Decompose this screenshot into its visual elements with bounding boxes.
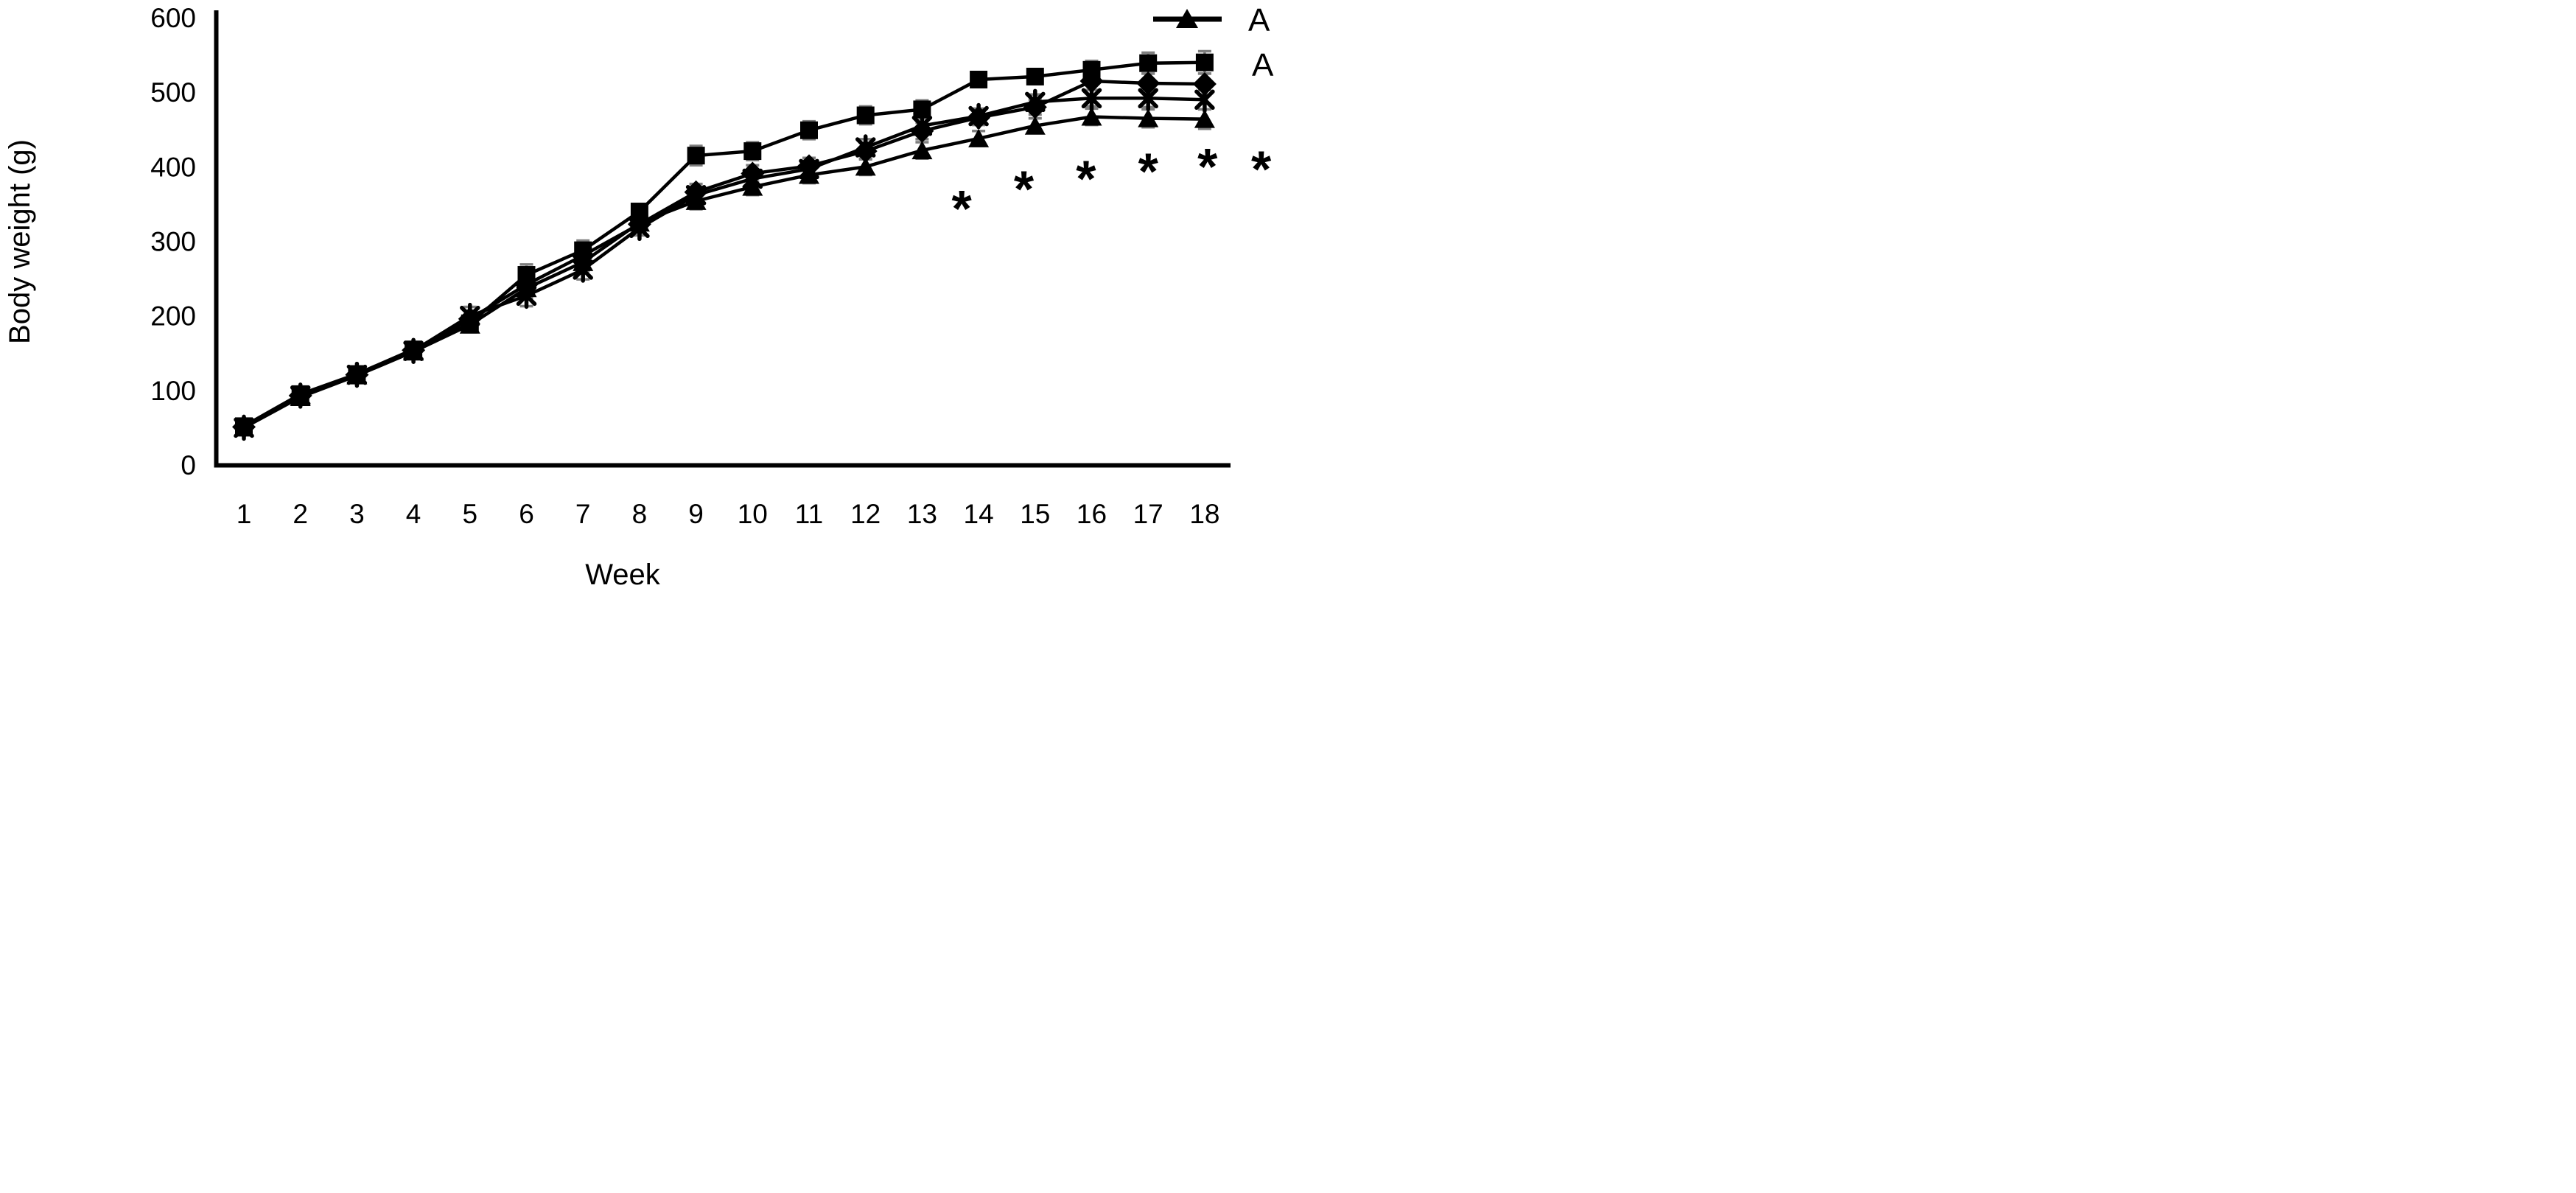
significance-asterisk-4: * xyxy=(1138,142,1159,200)
significance-asterisk-1: * xyxy=(951,180,972,237)
square-marker xyxy=(800,121,818,139)
square-marker xyxy=(913,100,931,119)
square-marker xyxy=(970,70,988,88)
square-marker xyxy=(856,106,875,125)
x-tick-label-5: 5 xyxy=(463,499,478,529)
diamond-marker xyxy=(684,180,708,204)
square-marker xyxy=(405,340,423,359)
y-tick-label-300: 300 xyxy=(150,226,196,256)
x-tick-label-15: 15 xyxy=(1020,499,1050,529)
diamond-marker xyxy=(797,154,821,178)
diamond-marker xyxy=(1192,72,1217,97)
square-marker xyxy=(1026,67,1044,85)
x-asterisk-series-line xyxy=(242,97,1205,430)
square-marker xyxy=(235,417,253,435)
y-tick-label-500: 500 xyxy=(150,77,196,108)
x-tick-label-16: 16 xyxy=(1077,499,1107,529)
x-tick-label-7: 7 xyxy=(575,499,591,529)
x-tick-label-13: 13 xyxy=(907,499,937,529)
square-marker xyxy=(1195,53,1214,71)
triangle-series-line xyxy=(242,115,1205,430)
triangle-marker xyxy=(1194,109,1215,128)
legend-item-1-label: A xyxy=(1248,2,1270,38)
y-tick-label-0: 0 xyxy=(181,450,196,480)
square-marker xyxy=(1082,60,1101,79)
axes-frame xyxy=(214,10,1231,468)
x-tick-label-9: 9 xyxy=(688,499,704,529)
triangle-marker xyxy=(1081,107,1102,126)
legend: A A xyxy=(1153,2,1274,83)
legend-triangle-marker-icon xyxy=(1176,9,1198,28)
diamond-marker xyxy=(1136,71,1161,96)
diamond-marker xyxy=(967,105,991,130)
significance-asterisk-6: * xyxy=(1251,140,1272,197)
legend-item-2-label: A xyxy=(1252,47,1274,83)
square-marker xyxy=(687,147,705,165)
square-marker xyxy=(1139,54,1158,72)
x-tick-label-10: 10 xyxy=(738,499,768,529)
triangle-marker xyxy=(1024,116,1046,135)
square-marker xyxy=(517,266,536,284)
x-axis-title: Week xyxy=(585,559,661,591)
square-series-line xyxy=(242,60,1205,428)
y-tick-label-400: 400 xyxy=(150,152,196,182)
square-marker xyxy=(348,365,366,383)
significance-asterisk-2: * xyxy=(1014,161,1035,218)
square-marker xyxy=(291,385,309,403)
square-marker xyxy=(461,314,479,332)
x-tick-label-18: 18 xyxy=(1189,499,1219,529)
diamond-marker xyxy=(741,161,765,186)
diamond-series-line xyxy=(242,79,1205,429)
y-axis-title: Body weight (g) xyxy=(4,139,36,344)
significance-asterisk-3: * xyxy=(1076,150,1096,207)
square-marker xyxy=(630,203,648,221)
x-tick-label-11: 11 xyxy=(795,499,823,529)
triangle-marker xyxy=(855,157,876,176)
triangle-marker xyxy=(911,141,933,160)
legend-item-triangle: A xyxy=(1153,2,1270,38)
diamond-marker xyxy=(910,119,934,143)
x-tick-label-1: 1 xyxy=(237,499,252,529)
square-marker xyxy=(743,142,762,161)
x-tick-label-2: 2 xyxy=(293,499,308,529)
x-tick-label-8: 8 xyxy=(632,499,648,529)
diamond-marker xyxy=(853,139,878,164)
triangle-marker xyxy=(968,128,990,147)
body-weight-growth-chart: 0 100 200 300 400 500 600 1 2 3 4 5 6 7 8 9 10 11 12 13 14 15… xyxy=(0,0,1288,597)
x-tick-label-6: 6 xyxy=(519,499,534,529)
y-tick-label-200: 200 xyxy=(150,301,196,332)
x-tick-label-3: 3 xyxy=(349,499,365,529)
x-tick-label-12: 12 xyxy=(850,499,881,529)
y-tick-label-600: 600 xyxy=(150,3,196,33)
x-tick-label-4: 4 xyxy=(406,499,421,529)
triangle-marker xyxy=(1138,108,1159,127)
x-tick-label-17: 17 xyxy=(1133,499,1163,529)
y-tick-label-100: 100 xyxy=(150,376,196,406)
significance-asterisk-5: * xyxy=(1197,138,1218,195)
x-tick-label-14: 14 xyxy=(964,499,994,529)
square-marker xyxy=(574,241,592,259)
diamond-marker xyxy=(1023,95,1047,119)
